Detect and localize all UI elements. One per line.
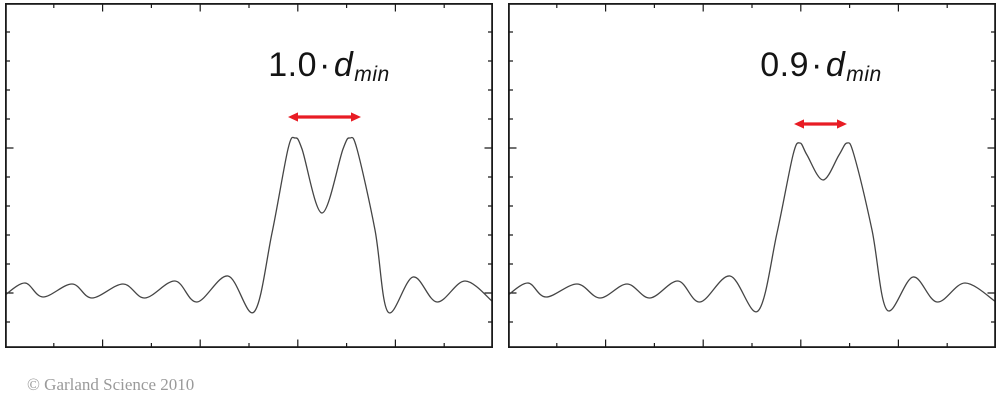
- panel-1.0-dmin: 1.0·dmin: [5, 3, 493, 348]
- separation-coefficient: 0.9: [760, 46, 810, 84]
- copyright-text: © Garland Science 2010: [27, 375, 195, 394]
- separation-label: 0.9·dmin: [760, 46, 882, 87]
- dot-separator: ·: [811, 46, 823, 84]
- psf-plot-0.9-dmin: [508, 3, 996, 348]
- min-subscript: min: [846, 63, 882, 87]
- separation-label: 1.0·dmin: [268, 46, 390, 87]
- separation-arrow-head-right: [837, 119, 847, 129]
- dot-separator: ·: [319, 46, 331, 84]
- psf-plot-1.0-dmin: [5, 3, 493, 348]
- tick-marks: [5, 3, 493, 348]
- psf-curve: [508, 142, 996, 313]
- min-subscript: min: [354, 63, 390, 87]
- separation-coefficient: 1.0: [268, 46, 318, 84]
- d-symbol: d: [333, 46, 354, 84]
- psf-curve: [5, 136, 493, 314]
- panel-0.9-dmin: 0.9·dmin: [508, 3, 996, 348]
- separation-arrow-head-left: [794, 119, 804, 129]
- d-symbol: d: [825, 46, 846, 84]
- separation-arrow-head-left: [288, 112, 298, 122]
- plot-border: [5, 3, 493, 348]
- plot-border: [508, 3, 996, 348]
- tick-marks: [508, 3, 996, 348]
- separation-arrow-head-right: [351, 112, 361, 122]
